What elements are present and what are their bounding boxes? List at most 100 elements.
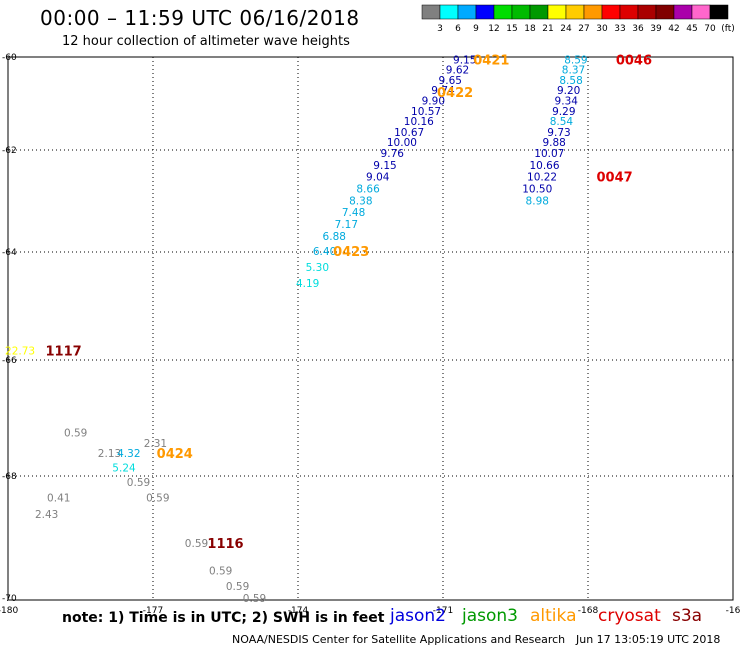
legend-jason3: jason3 (462, 606, 518, 626)
x-tick-label: -177 (143, 606, 163, 616)
wave-height-value: 9.04 (366, 172, 390, 184)
wave-height-value: 10.00 (387, 137, 417, 149)
wave-height-value: 5.30 (306, 262, 329, 274)
wave-height-value: 10.66 (529, 160, 559, 172)
wave-height-value: 5.24 (112, 462, 136, 474)
plot-grid (7, 56, 734, 601)
colorbar-swatch (601, 4, 621, 20)
wave-height-value: 10.16 (404, 116, 434, 128)
legend-cryosat: cryosat (598, 606, 661, 626)
wave-height-value: 10.22 (527, 172, 557, 184)
wave-height-value: 9.65 (439, 75, 462, 87)
y-tick-label: -62 (2, 146, 17, 156)
colorbar-swatch (421, 4, 441, 20)
wave-height-value: 0.59 (185, 538, 208, 550)
colorbar-swatch (619, 4, 639, 20)
wave-height-value: 0.59 (226, 581, 249, 593)
colorbar-label: 6 (455, 24, 461, 34)
pass-time-label: 0047 (596, 171, 632, 186)
wave-height-value: 8.58 (559, 75, 582, 87)
axis-ticks: -180 -177 -174 -171 -168 -16 -60 -62 -64 -66 -68 -7… (0, 53, 740, 616)
colorbar-swatch (511, 4, 531, 20)
colorbar-swatch (475, 4, 495, 20)
colorbar-label: 42 (668, 24, 679, 34)
wave-height-value: 10.07 (534, 148, 564, 160)
wave-height-value: 8.66 (356, 183, 380, 195)
colorbar-label: (ft) (721, 24, 735, 34)
legend-s3a: s3a (672, 606, 703, 626)
x-tick-label: -171 (433, 606, 453, 616)
wave-height-value: 2.43 (35, 509, 58, 521)
plot-frame (7, 56, 734, 601)
pass-time-label: 0421 (473, 53, 509, 68)
colorbar-label: 18 (524, 24, 536, 34)
wave-height-value: 8.98 (526, 195, 549, 207)
wave-height-value: 6.40 (313, 246, 336, 258)
legend-altika: altika (530, 606, 577, 626)
wave-height-value: 9.76 (381, 148, 405, 160)
wave-height-value: 4.19 (296, 278, 319, 290)
y-tick-label: -64 (2, 248, 17, 258)
colorbar-swatch (457, 4, 477, 20)
colorbar-swatch (547, 4, 567, 20)
pass-time-label: 1117 (45, 344, 81, 359)
wave-height-value: 9.88 (542, 137, 565, 149)
wave-height-value: 2.31 (144, 438, 167, 450)
wave-height-value: 10.50 (522, 183, 552, 195)
wave-height-value: 9.73 (547, 127, 570, 139)
colorbar-swatch (439, 4, 459, 20)
colorbar-label: 33 (614, 24, 625, 34)
colorbar-label: 39 (650, 24, 662, 34)
colorbar-swatch (565, 4, 585, 20)
colorbar-swatch (709, 4, 729, 20)
wave-height-value: 10.57 (411, 106, 441, 118)
colorbar-label: 21 (542, 24, 553, 34)
colorbar-label: 9 (473, 24, 479, 34)
credit-line: NOAA/NESDIS Center for Satellite Applica… (232, 633, 566, 646)
wave-height-value: 2.13 (98, 448, 121, 460)
wave-height-value: 9.29 (552, 106, 575, 118)
y-tick-label: -66 (2, 356, 17, 366)
colorbar-label: 70 (704, 24, 716, 34)
wave-height-value: 9.34 (555, 96, 579, 108)
colorbar-swatch (493, 4, 513, 20)
wave-height-value: 8.37 (562, 65, 585, 77)
colorbar-swatch (637, 4, 657, 20)
wave-height-value: 4.32 (117, 448, 140, 460)
wave-height-value: 9.62 (446, 65, 469, 77)
pass-time-label: 0046 (616, 53, 652, 68)
wave-height-value: 10.67 (394, 127, 424, 139)
y-tick-label: -68 (2, 472, 17, 482)
wave-height-value: 9.90 (422, 96, 445, 108)
colorbar-label: 45 (686, 24, 697, 34)
colorbar-label: 24 (560, 24, 572, 34)
wave-height-value: 8.54 (550, 116, 574, 128)
wave-height-value: 9.15 (373, 160, 396, 172)
wave-height-value: 6.88 (323, 231, 346, 243)
x-tick-label: -174 (288, 606, 309, 616)
y-tick-label: -60 (2, 53, 17, 63)
pass-time-label: 0423 (333, 245, 369, 260)
generated-timestamp: Jun 17 13:05:19 UTC 2018 (576, 633, 721, 646)
colorbar-label: 3 (437, 24, 443, 34)
colorbar-swatch (691, 4, 711, 20)
wave-height-value: 0.59 (146, 492, 169, 504)
wave-height-value: 7.17 (335, 219, 358, 231)
wave-height-value: 8.38 (349, 195, 372, 207)
pass-time-label: 1116 (207, 537, 243, 552)
x-tick-label: -16 (726, 606, 740, 616)
x-tick-label: -168 (578, 606, 599, 616)
pass-time-label: 0424 (157, 447, 193, 462)
colorbar-label: 27 (578, 24, 589, 34)
y-tick-label: -70 (2, 594, 17, 604)
x-tick-label: -180 (0, 606, 18, 616)
colorbar: 3 6 9 12 15 18 21 24 27 30 33 36 39 42 45 70 (ft) (421, 4, 735, 34)
chart-subtitle: 12 hour collection of altimeter wave hei… (62, 34, 350, 49)
colorbar-swatch (655, 4, 675, 20)
wave-height-value: 0.59 (64, 428, 87, 440)
wave-height-value: 0.41 (47, 492, 70, 504)
colorbar-swatch (583, 4, 603, 20)
wave-height-value: 8.59 (564, 54, 587, 66)
units-note: note: 1) Time is in UTC; 2) SWH is in fe… (62, 610, 385, 626)
